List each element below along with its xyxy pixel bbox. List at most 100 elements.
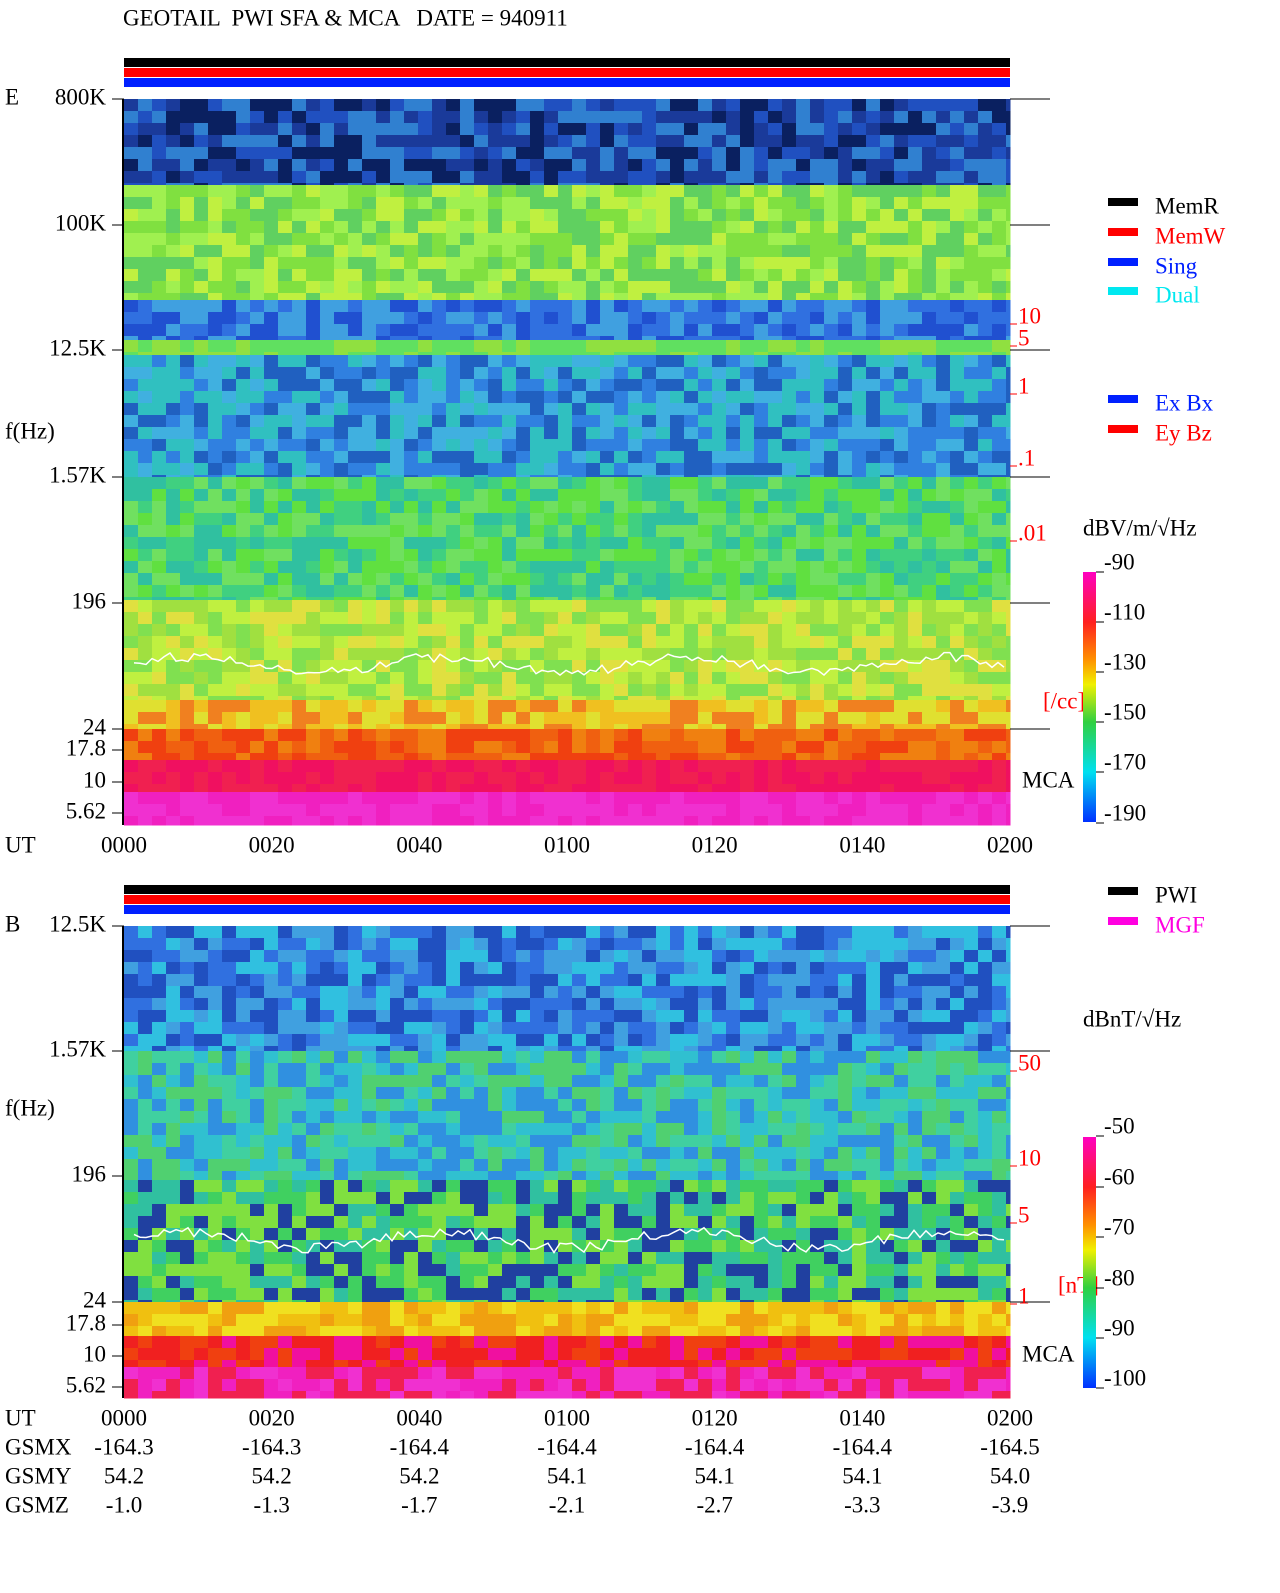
spectrogram-cell	[334, 185, 349, 198]
spectrogram-cell	[936, 1022, 951, 1035]
spectrogram-cell	[698, 660, 713, 673]
spectrogram-cell	[908, 233, 923, 246]
spectrogram-cell	[670, 111, 685, 124]
spectrogram-cell	[334, 784, 349, 793]
spectrogram-cell	[810, 209, 825, 222]
spectrogram-cell	[824, 792, 839, 805]
spectrogram-cell	[866, 379, 881, 392]
spectrogram-cell	[712, 926, 727, 939]
spectrogram-cell	[558, 135, 573, 148]
spectrogram-cell	[628, 585, 643, 598]
spectrogram-cell	[124, 123, 139, 136]
spectrogram-cell	[754, 415, 769, 428]
spectrogram-cell	[978, 573, 993, 586]
spectrogram-cell	[194, 477, 209, 490]
spectrogram-cell	[712, 573, 727, 586]
spectrogram-cell	[922, 760, 937, 773]
spectrogram-cell	[208, 986, 223, 999]
spectrogram-cell	[712, 804, 727, 817]
spectrogram-cell	[516, 636, 531, 649]
spectrogram-cell	[166, 1034, 181, 1047]
spectrogram-cell	[824, 986, 839, 999]
spectrogram-cell	[810, 950, 825, 963]
spectrogram-cell	[628, 475, 643, 478]
spectrogram-cell	[936, 477, 951, 490]
spectrogram-cell	[530, 950, 545, 963]
spectrogram-cell	[670, 293, 685, 301]
spectrogram-cell	[586, 367, 601, 380]
spectrogram-cell	[138, 427, 153, 440]
spectrogram-cell	[866, 197, 881, 210]
spectrogram-cell	[656, 281, 671, 294]
spectrogram-cell	[460, 636, 475, 649]
spectrogram-cell	[320, 451, 335, 464]
spectrogram-cell	[922, 597, 937, 601]
spectrogram-cell	[502, 612, 517, 625]
spectrogram-cell	[782, 257, 797, 270]
spectrogram-cell	[292, 950, 307, 963]
spectrogram-cell	[684, 355, 699, 368]
spectrogram-cell	[530, 792, 545, 805]
spectrogram-cell	[740, 753, 755, 761]
spectrogram-cell	[656, 741, 671, 754]
spectrogram-cell	[390, 336, 405, 341]
spectrogram-cell	[964, 403, 979, 416]
spectrogram-cell	[656, 525, 671, 538]
spectrogram-cell	[404, 549, 419, 562]
spectrogram-cell	[824, 561, 839, 574]
spectrogram-cell	[628, 269, 643, 282]
spectrogram-cell	[950, 312, 965, 325]
spectrogram-cell	[768, 185, 783, 198]
spectrogram-cell	[390, 585, 405, 598]
spectrogram-cell	[460, 573, 475, 586]
spectrogram-cell	[180, 950, 195, 963]
spectrogram-cell	[824, 340, 839, 353]
spectrogram-cell	[446, 111, 461, 124]
spectrogram-cell	[1006, 612, 1011, 625]
spectrogram-cell	[166, 123, 181, 136]
spectrogram-cell	[334, 501, 349, 514]
spectrogram-cell	[544, 950, 559, 963]
spectrogram-cell	[754, 111, 769, 124]
spectrogram-cell	[278, 147, 293, 160]
spectrogram-cell	[362, 403, 377, 416]
spectrogram-cell	[992, 537, 1007, 550]
spectrogram-cell	[950, 99, 965, 112]
spectrogram-cell	[908, 171, 923, 184]
spectrogram-cell	[348, 600, 363, 613]
spectrogram-cell	[922, 1022, 937, 1035]
spectrogram-cell	[502, 600, 517, 613]
spectrogram-cell	[306, 696, 321, 701]
spectrogram-cell	[698, 475, 713, 478]
spectrogram-cell	[544, 451, 559, 464]
spectrogram-cell	[558, 451, 573, 464]
spectrogram-cell	[852, 171, 867, 184]
spectrogram-cell	[754, 974, 769, 987]
spectrogram-cell	[768, 451, 783, 464]
spectrogram-cell	[362, 561, 377, 574]
spectrogram-cell	[558, 352, 573, 356]
spectrogram-cell	[432, 355, 447, 368]
spectrogram-cell	[754, 281, 769, 294]
spectrogram-cell	[894, 729, 909, 742]
spectrogram-cell	[964, 257, 979, 270]
spectrogram-cell	[222, 660, 237, 673]
spectrogram-cell	[656, 427, 671, 440]
spectrogram-cell	[838, 293, 853, 301]
spectrogram-cell	[698, 600, 713, 613]
spectrogram-cell	[320, 804, 335, 817]
spectrogram-cell	[152, 525, 167, 538]
spectrogram-cell	[992, 379, 1007, 392]
spectrogram-cell	[950, 463, 965, 476]
spectrogram-cell	[362, 475, 377, 478]
spectrogram-cell	[236, 185, 251, 198]
spectrogram-cell	[628, 415, 643, 428]
spectrogram-cell	[614, 1022, 629, 1035]
spectrogram-cell	[432, 537, 447, 550]
spectrogram-cell	[978, 986, 993, 999]
spectrogram-cell	[922, 300, 937, 313]
spectrogram-cell	[208, 99, 223, 112]
spectrogram-cell	[516, 123, 531, 136]
spectrogram-cell	[362, 451, 377, 464]
spectrogram-cell	[852, 340, 867, 353]
